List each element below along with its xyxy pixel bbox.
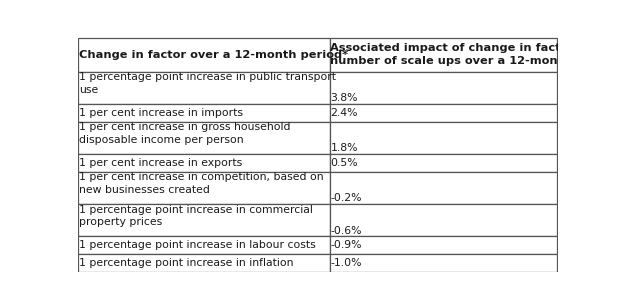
Bar (78, 254, 330, 272)
Text: -0.9%: -0.9% (330, 240, 362, 250)
Text: 1 per cent increase in gross household
disposable income per person: 1 per cent increase in gross household d… (79, 122, 291, 145)
Text: Change in factor over a 12-month period*: Change in factor over a 12-month period* (79, 50, 348, 60)
Text: 1 percentage point increase in public transport
use: 1 percentage point increase in public tr… (79, 72, 336, 95)
Text: 1 per cent increase in competition, based on
new businesses created: 1 per cent increase in competition, base… (79, 172, 324, 195)
Bar (78, 121, 330, 154)
Bar (78, 104, 330, 121)
Bar (330, 237, 557, 254)
Text: 1 per cent increase in imports: 1 per cent increase in imports (79, 108, 243, 118)
Bar (78, 237, 330, 254)
Text: 3.8%: 3.8% (330, 93, 358, 103)
Text: 0.5%: 0.5% (330, 158, 358, 168)
Bar (330, 38, 557, 72)
Text: Associated impact of change in factor on
number of scale ups over a 12-month per: Associated impact of change in factor on… (330, 43, 618, 66)
Bar (78, 172, 330, 204)
Text: 1 per cent increase in exports: 1 per cent increase in exports (79, 158, 242, 168)
Bar (78, 38, 330, 72)
Text: 1 percentage point increase in inflation: 1 percentage point increase in inflation (79, 258, 294, 268)
Bar (78, 204, 330, 237)
Text: 1.8%: 1.8% (330, 143, 358, 153)
Bar (78, 154, 330, 172)
Bar (330, 254, 557, 272)
Bar (330, 204, 557, 237)
Bar (330, 154, 557, 172)
Bar (330, 121, 557, 154)
Text: 2.4%: 2.4% (330, 108, 358, 118)
Text: -0.2%: -0.2% (330, 193, 362, 203)
Bar (78, 72, 330, 104)
Bar (330, 172, 557, 204)
Bar (330, 72, 557, 104)
Text: 1 percentage point increase in commercial
property prices: 1 percentage point increase in commercia… (79, 205, 313, 227)
Text: -0.6%: -0.6% (330, 226, 362, 236)
Text: 1 percentage point increase in labour costs: 1 percentage point increase in labour co… (79, 240, 316, 250)
Text: -1.0%: -1.0% (330, 258, 362, 268)
Bar (330, 104, 557, 121)
